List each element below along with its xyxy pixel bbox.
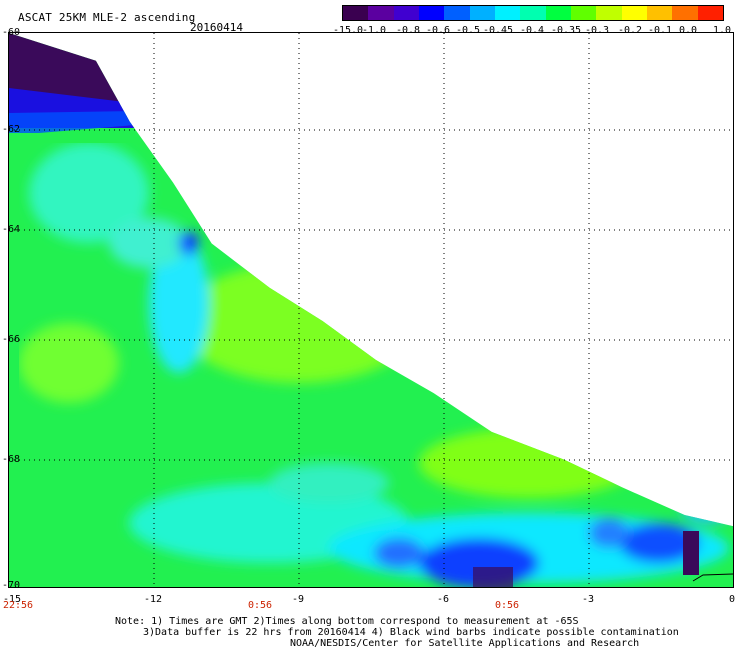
region-blue-east2	[589, 518, 629, 548]
time-label-3: 0:56	[494, 600, 520, 611]
colorbar-label: -0.8	[395, 25, 421, 36]
colorbar-segment	[545, 6, 571, 20]
colorbar-labels: -15.0 -1.0 -0.8 -0.6 -0.5 -0.45 -0.4 -0.35 -0.3-…	[330, 25, 732, 37]
colorbar-label: -0.2	[617, 25, 643, 36]
x-label-15: -15	[2, 594, 22, 605]
product-date: 20160414	[190, 21, 243, 34]
colorbar-segment	[343, 6, 369, 20]
map-panel	[8, 32, 734, 588]
x-label-3: -3	[581, 594, 595, 605]
colorbar-segment	[520, 6, 546, 20]
colorbar-label: 0.0	[678, 25, 698, 36]
map-svg	[9, 33, 733, 587]
colorbar-label: -0.5	[455, 25, 481, 36]
colorbar-segment	[469, 6, 495, 20]
product-title: ASCAT 25KM MLE-2 ascending	[18, 11, 196, 24]
y-label-68: -68	[2, 454, 21, 465]
y-label-62: -62	[2, 124, 21, 135]
note-line-3: NOAA/NESDIS/Center for Satellite Applica…	[290, 638, 640, 649]
colorbar-segment	[697, 6, 723, 20]
time-label-1: 22:56	[2, 600, 34, 611]
x-label-12: -12	[143, 594, 163, 605]
colorbar-segment	[368, 6, 394, 20]
region-blue-east	[619, 523, 699, 563]
colorbar-segment	[672, 6, 698, 20]
y-label-64: -64	[2, 224, 21, 235]
x-label-9: -9	[291, 594, 305, 605]
colorbar-segment	[596, 6, 622, 20]
region-cyan-northwest	[29, 143, 149, 243]
colorbar-label: 1.0	[712, 25, 732, 36]
region-blue-spot	[374, 538, 424, 568]
y-label-66: -66	[2, 334, 21, 345]
map-grid	[9, 33, 733, 587]
coastline	[692, 573, 733, 582]
colorbar-segment	[494, 6, 521, 20]
region-blue-band2	[9, 111, 135, 133]
region-cyan-ridge	[149, 233, 209, 373]
colorbar-label: -0.6	[425, 25, 451, 36]
x-label-6: -6	[436, 594, 450, 605]
y-label-70: -70	[2, 580, 21, 591]
colorbar-label: -0.4	[519, 25, 545, 36]
region-lime-west	[19, 323, 119, 403]
colorbar-segment	[570, 6, 597, 20]
y-label-60: -60	[2, 27, 21, 38]
region-cyan-mid	[269, 463, 389, 503]
colorbar-label: -0.3	[584, 25, 610, 36]
colorbar-segment	[418, 6, 445, 20]
colorbar-label: -0.35	[550, 25, 582, 36]
swath-data	[9, 33, 733, 587]
colorbar-label: -0.1	[647, 25, 673, 36]
region-lime-east	[419, 428, 639, 498]
colorbar-segment	[444, 6, 470, 20]
note-line-1: Note: 1) Times are GMT 2)Times along bot…	[115, 616, 579, 627]
region-purple-south	[473, 567, 513, 587]
region-cyan-patch	[109, 218, 189, 268]
colorbar-label: -1.0	[361, 25, 387, 36]
colorbar-segment	[646, 6, 673, 20]
x-label-0: 0	[728, 594, 736, 605]
colorbar-segment	[393, 6, 419, 20]
time-label-2: 0:56	[247, 600, 273, 611]
colorbar	[342, 5, 724, 21]
note-line-2: 3)Data buffer is 22 hrs from 20160414 4)…	[143, 627, 679, 638]
region-purple-east	[683, 531, 699, 575]
colorbar-segment	[621, 6, 647, 20]
region-blue-ridge	[179, 231, 199, 255]
colorbar-label: -0.45	[482, 25, 514, 36]
colorbar-label: -15.0	[332, 25, 364, 36]
